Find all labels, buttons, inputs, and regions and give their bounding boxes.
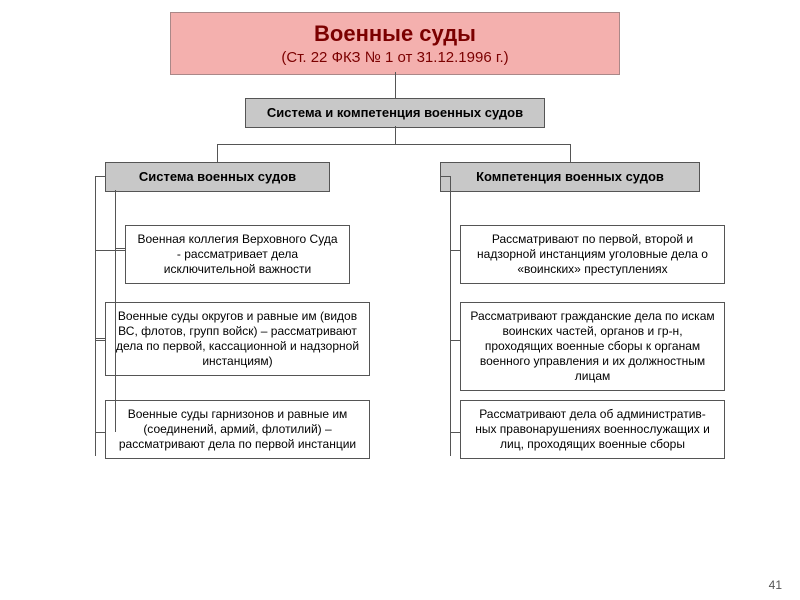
connector	[115, 190, 116, 432]
connector	[95, 432, 105, 433]
connector	[450, 340, 460, 341]
connector-right-spine	[450, 176, 451, 456]
connector	[217, 144, 218, 162]
title-main: Военные суды	[181, 21, 609, 47]
connector	[95, 340, 105, 341]
connector	[115, 248, 125, 249]
connector	[440, 176, 450, 177]
connector	[95, 250, 125, 251]
connector	[95, 176, 105, 177]
page-number: 41	[769, 578, 782, 592]
title-sub: (Ст. 22 ФКЗ № 1 от 31.12.1996 г.)	[181, 49, 609, 66]
connector	[570, 144, 571, 162]
left-item-0: Военная коллегия Верховного Суда - рассм…	[125, 225, 350, 284]
connector	[395, 126, 396, 144]
left-item-2: Военные суды гарнизонов и равные им (сое…	[105, 400, 370, 459]
connector	[450, 250, 460, 251]
left-item-1: Военные суды округов и равные им (видов …	[105, 302, 370, 376]
connector	[217, 144, 570, 145]
connector	[450, 432, 460, 433]
right-item-1: Рассматривают гражданские дела по искам …	[460, 302, 725, 391]
title-box: Военные суды (Ст. 22 ФКЗ № 1 от 31.12.19…	[170, 12, 620, 75]
connector	[95, 338, 105, 339]
root-box: Система и компетенция военных судов	[245, 98, 545, 128]
connector	[395, 72, 396, 98]
right-item-0: Рассматривают по первой, второй и надзор…	[460, 225, 725, 284]
right-item-2: Рассматривают дела об административ-ных …	[460, 400, 725, 459]
left-header: Система военных судов	[105, 162, 330, 192]
connector-left-spine	[95, 176, 96, 456]
right-header: Компетенция военных судов	[440, 162, 700, 192]
